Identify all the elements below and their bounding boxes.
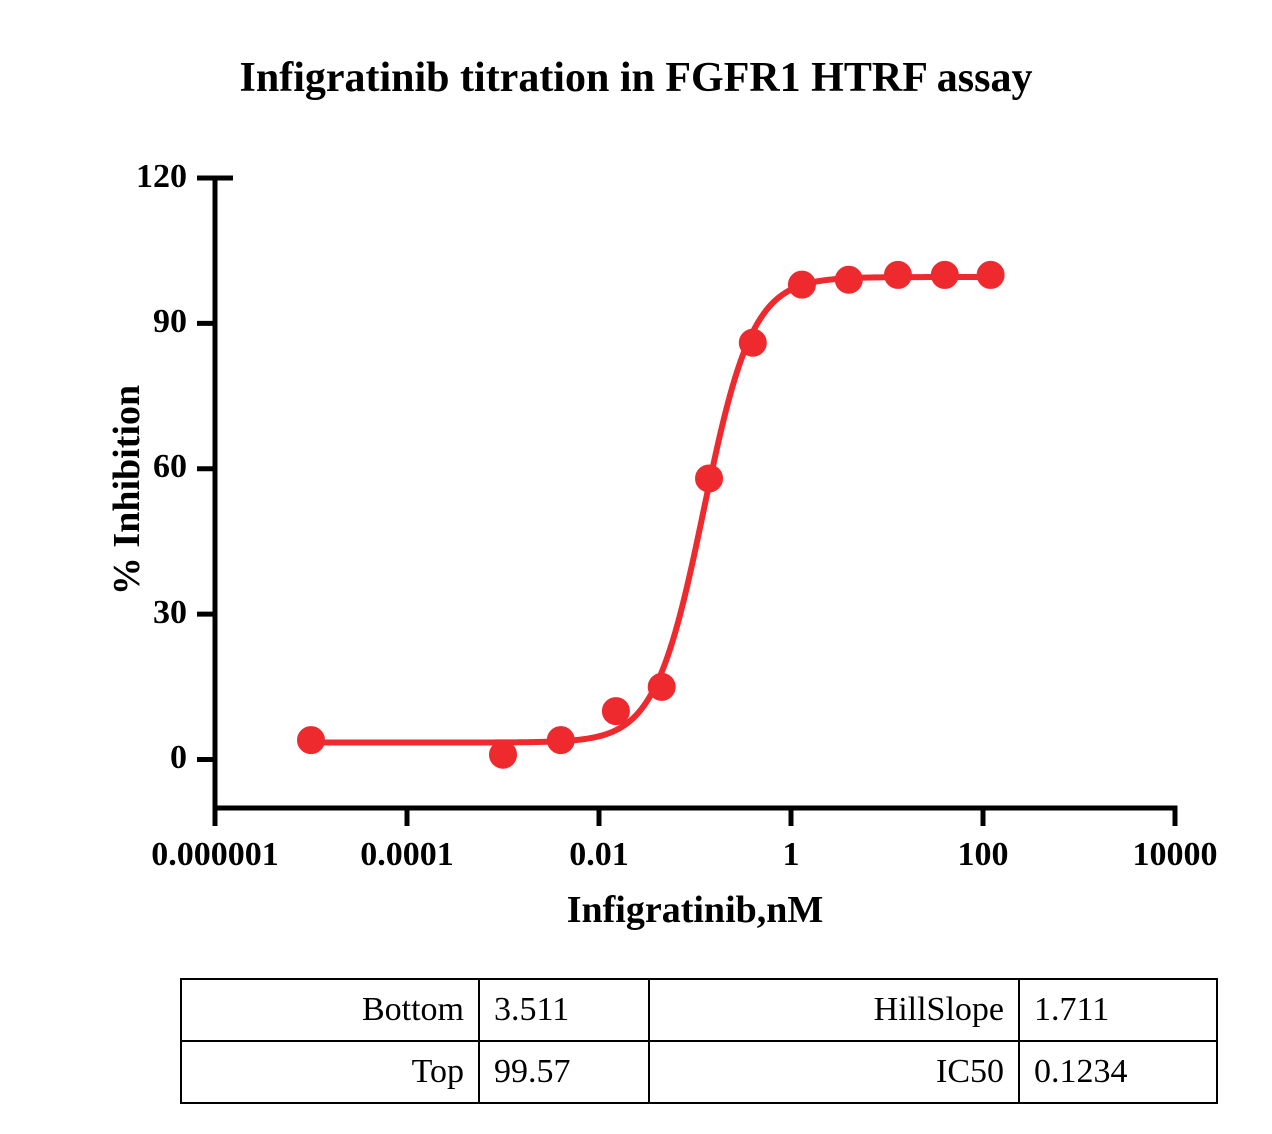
y-tick-label: 120 <box>136 158 187 196</box>
param-name: IC50 <box>649 1041 1019 1103</box>
param-value: 3.511 <box>479 979 649 1041</box>
y-tick-label: 30 <box>153 594 187 632</box>
figure-page: Infigratinib titration in FGFR1 HTRF ass… <box>0 0 1272 1134</box>
y-tick-label: 90 <box>153 303 187 341</box>
chart-title: Infigratinib titration in FGFR1 HTRF ass… <box>0 54 1272 102</box>
data-point <box>298 727 324 753</box>
x-tick-label: 1 <box>691 836 891 874</box>
data-point <box>696 465 722 491</box>
x-axis-label: Infigratinib,nM <box>215 888 1175 932</box>
param-name: Bottom <box>181 979 479 1041</box>
param-value: 99.57 <box>479 1041 649 1103</box>
param-name: HillSlope <box>649 979 1019 1041</box>
x-tick-label: 10000 <box>1075 836 1272 874</box>
data-point <box>649 674 675 700</box>
data-point <box>932 262 958 288</box>
x-tick-label: 100 <box>883 836 1083 874</box>
data-point <box>789 272 815 298</box>
param-value: 1.711 <box>1019 979 1217 1041</box>
fit-parameters-table: Bottom3.511HillSlope1.711Top99.57IC500.1… <box>180 978 1218 1104</box>
data-point <box>490 742 516 768</box>
data-point <box>836 267 862 293</box>
y-axis-label: % Inhibition <box>105 175 149 805</box>
dose-response-chart <box>215 178 1175 808</box>
data-point <box>978 262 1004 288</box>
data-point <box>740 330 766 356</box>
plot-area <box>215 178 1175 808</box>
param-name: Top <box>181 1041 479 1103</box>
param-value: 0.1234 <box>1019 1041 1217 1103</box>
fit-curve <box>311 277 994 743</box>
x-tick-label: 0.0001 <box>307 836 507 874</box>
y-tick-label: 0 <box>170 739 187 777</box>
data-point <box>548 727 574 753</box>
data-point <box>603 698 629 724</box>
table-row: Top99.57IC500.1234 <box>181 1041 1217 1103</box>
data-point <box>885 262 911 288</box>
x-tick-label: 0.000001 <box>115 836 315 874</box>
x-tick-label: 0.01 <box>499 836 699 874</box>
table-row: Bottom3.511HillSlope1.711 <box>181 979 1217 1041</box>
y-tick-label: 60 <box>153 448 187 486</box>
